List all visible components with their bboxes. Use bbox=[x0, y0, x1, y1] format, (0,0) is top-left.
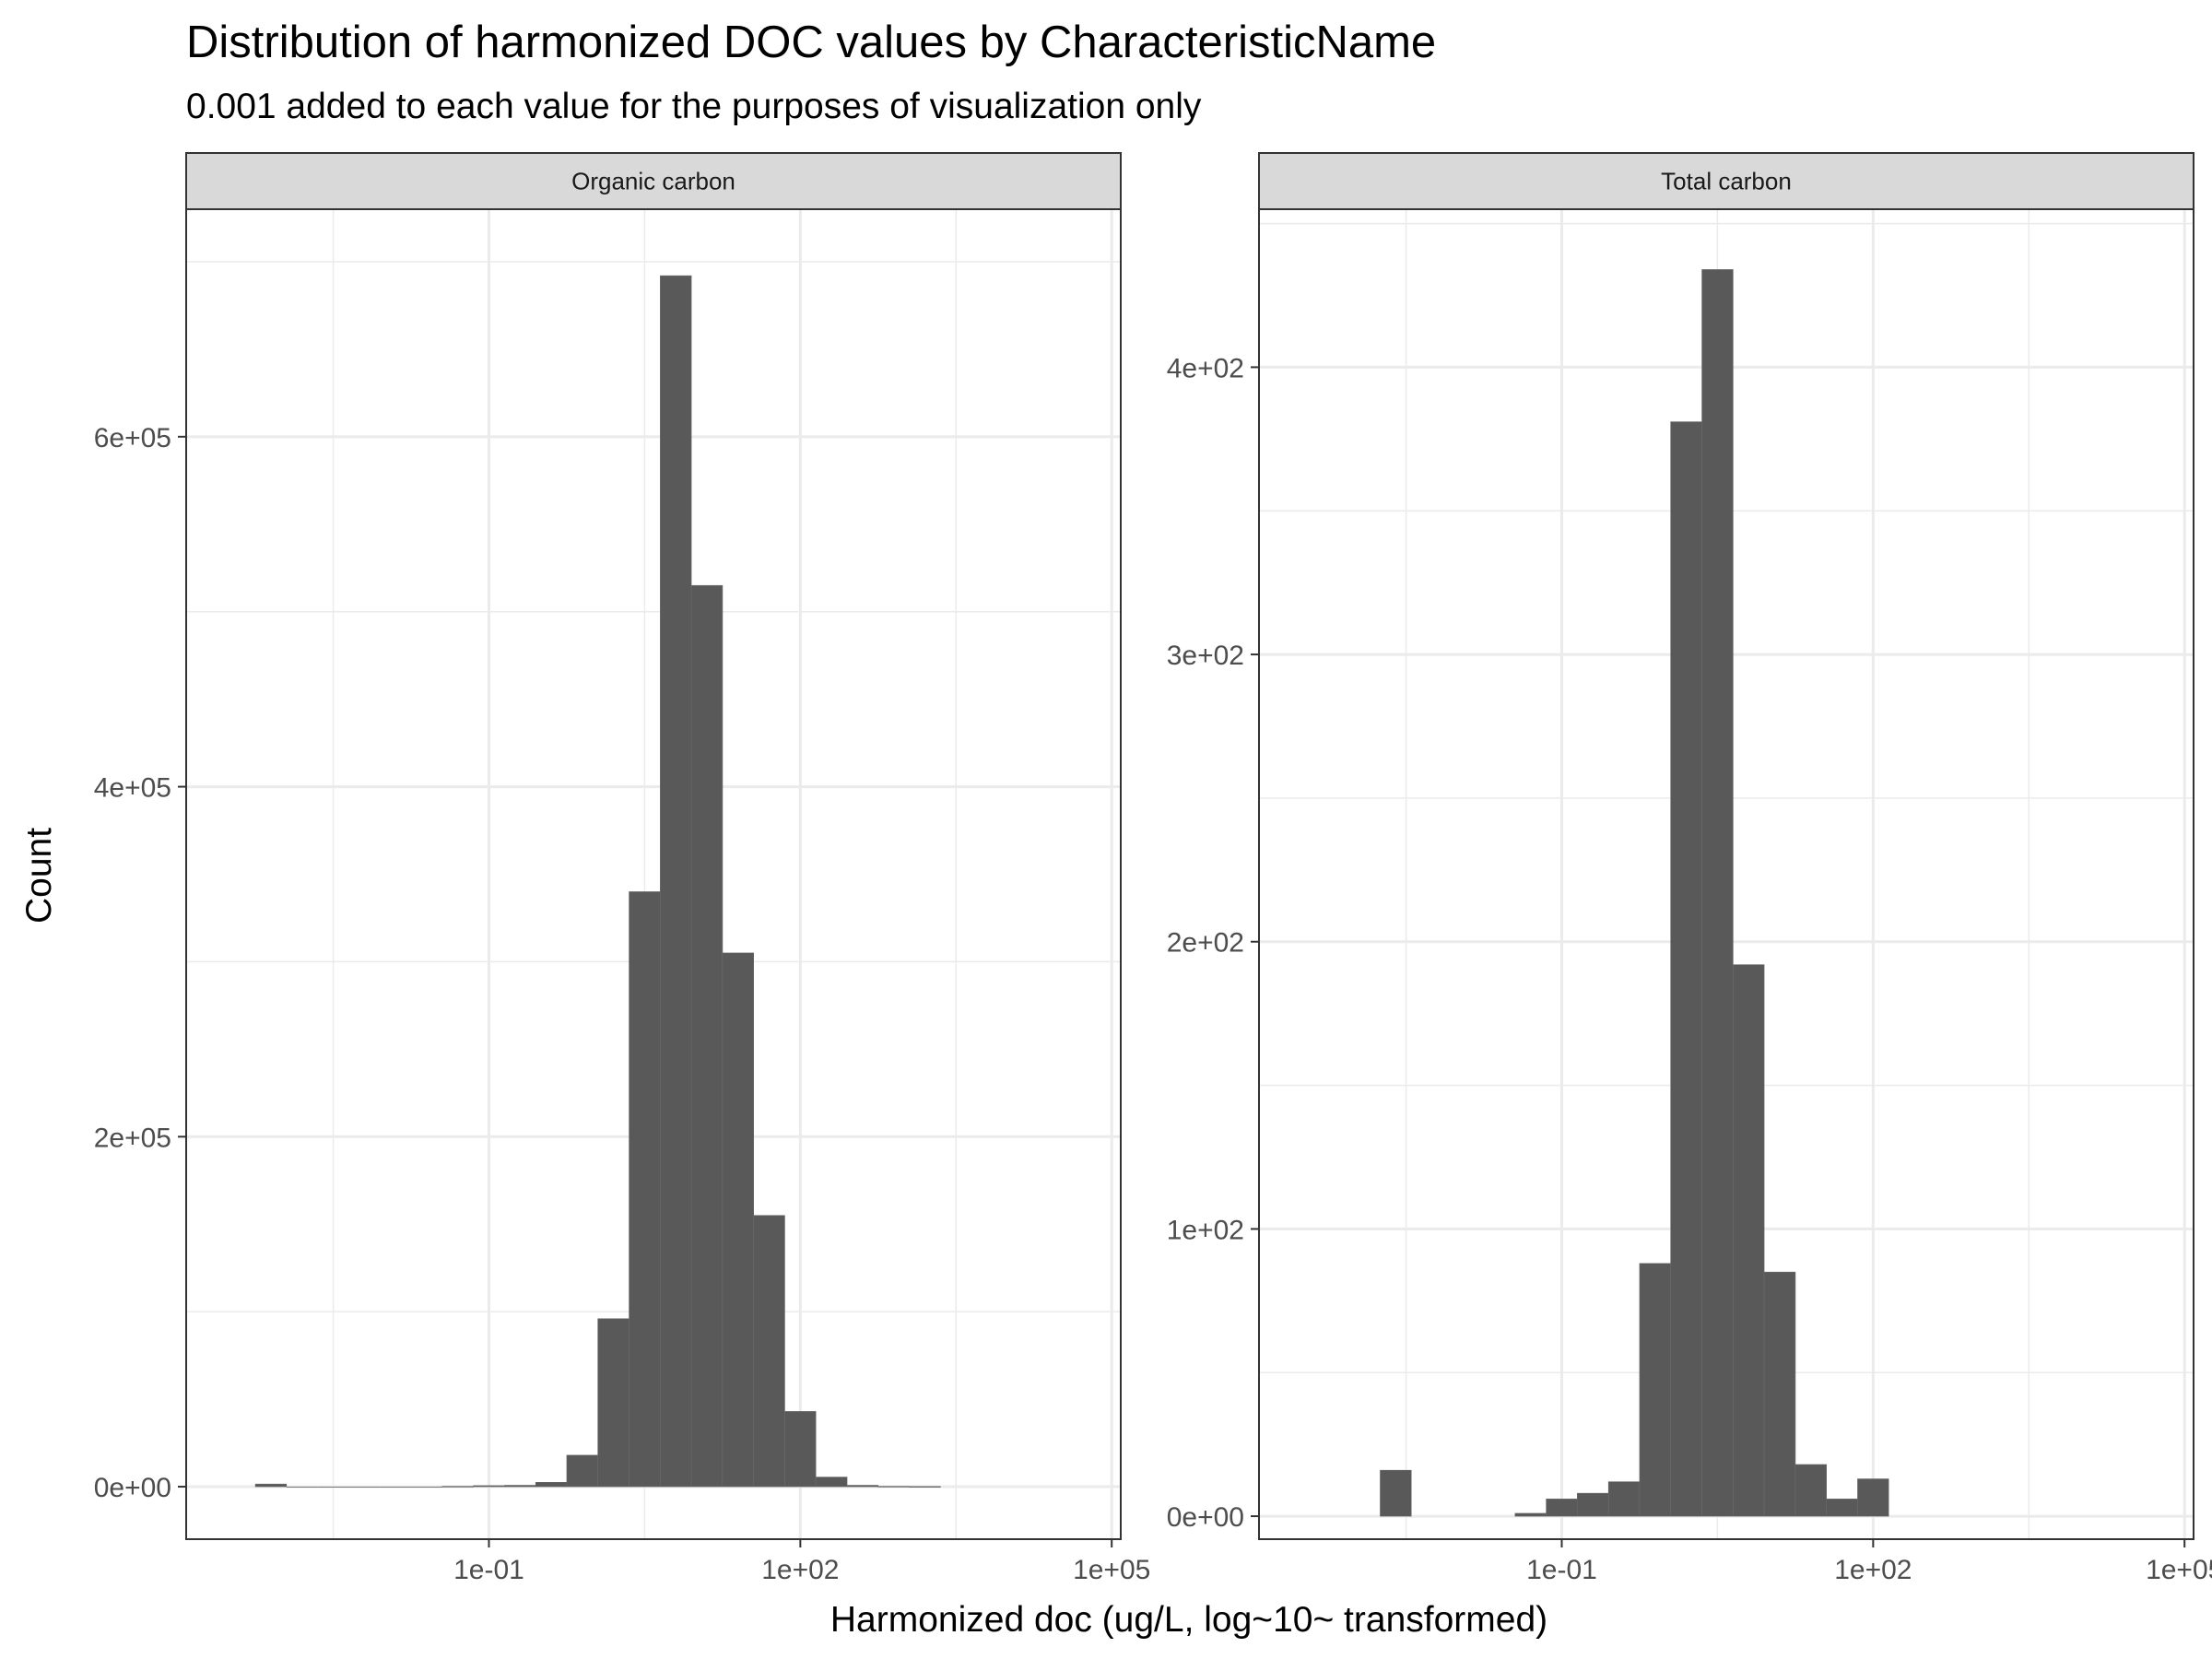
histogram-bar bbox=[1763, 1271, 1796, 1517]
histogram-bar bbox=[1546, 1499, 1578, 1517]
y-tick-label: 1e+02 bbox=[1167, 1215, 1244, 1245]
x-tick-label: 1e+02 bbox=[761, 1555, 839, 1585]
histogram-bar bbox=[629, 891, 661, 1488]
y-axis-title: Count bbox=[19, 828, 59, 924]
histogram-bar bbox=[846, 1485, 879, 1488]
x-axis-title: Harmonized doc (ug/L, log~10~ transforme… bbox=[830, 1600, 1547, 1640]
histogram-bar bbox=[566, 1454, 598, 1488]
histogram-bar bbox=[1794, 1464, 1828, 1517]
x-tick-label: 1e-01 bbox=[1526, 1555, 1597, 1585]
chart-subtitle: 0.001 added to each value for the purpos… bbox=[186, 87, 1202, 126]
histogram-bar bbox=[1607, 1481, 1641, 1517]
y-tick-label: 6e+05 bbox=[94, 423, 171, 453]
x-tick-label: 1e-01 bbox=[453, 1555, 524, 1585]
histogram-bar bbox=[348, 1487, 381, 1488]
panel-total-carbon: Total carbon 0e+00 1e+02 2e+02 3e+02 4e+02 1e-… bbox=[1167, 152, 2212, 1585]
histogram-bar bbox=[1670, 421, 1702, 1517]
histogram-bar bbox=[286, 1487, 318, 1488]
y-tick-label: 4e+05 bbox=[94, 773, 171, 804]
histogram-bar bbox=[753, 1215, 785, 1488]
histogram-bar bbox=[815, 1477, 848, 1488]
x-tick-label: 1e+05 bbox=[2146, 1555, 2212, 1585]
histogram-bar bbox=[1514, 1512, 1547, 1517]
facet-strip bbox=[185, 152, 1122, 210]
y-tick-label: 3e+02 bbox=[1167, 641, 1244, 671]
histogram-bar bbox=[877, 1486, 910, 1488]
histogram-bar bbox=[1701, 269, 1734, 1517]
histogram-bar bbox=[690, 584, 724, 1488]
facet-strip-label: Total carbon bbox=[1661, 168, 1792, 195]
histogram-bar bbox=[473, 1485, 505, 1488]
facet-strip bbox=[1258, 152, 2194, 210]
histogram-bar bbox=[1577, 1492, 1609, 1517]
histogram-bar bbox=[784, 1411, 817, 1488]
histogram-bar bbox=[441, 1486, 474, 1488]
y-tick-label: 0e+00 bbox=[94, 1473, 171, 1503]
histogram-bar bbox=[597, 1318, 629, 1488]
histogram-bar bbox=[254, 1483, 288, 1488]
histogram-bar bbox=[1380, 1469, 1412, 1517]
y-tick-label: 4e+02 bbox=[1167, 353, 1244, 383]
y-tick-label: 2e+02 bbox=[1167, 928, 1244, 959]
histogram-bar bbox=[1826, 1499, 1858, 1517]
histogram-bar bbox=[317, 1487, 349, 1488]
y-tick-label: 0e+00 bbox=[1167, 1502, 1244, 1533]
histogram-bar bbox=[660, 275, 692, 1488]
histogram-bar bbox=[1857, 1478, 1889, 1517]
histogram-bar bbox=[909, 1486, 941, 1488]
y-tick-label: 2e+05 bbox=[94, 1123, 171, 1153]
histogram-bar bbox=[535, 1481, 568, 1488]
histogram-bar bbox=[411, 1487, 442, 1488]
histogram-bar bbox=[504, 1485, 536, 1488]
histogram-bar bbox=[1733, 964, 1765, 1517]
x-tick-label: 1e+02 bbox=[1834, 1555, 1912, 1585]
histogram-bar bbox=[722, 952, 755, 1488]
histogram-bar bbox=[380, 1487, 412, 1488]
chart-title: Distribution of harmonized DOC values by… bbox=[186, 18, 1436, 67]
histogram-bar bbox=[1639, 1263, 1671, 1517]
x-tick-label: 1e+05 bbox=[1073, 1555, 1150, 1585]
facet-strip-label: Organic carbon bbox=[571, 168, 735, 195]
panel-organic-carbon: Organic carbon 0e+00 2e+05 4e+05 6e+05 1e-01 1… bbox=[94, 152, 1150, 1585]
